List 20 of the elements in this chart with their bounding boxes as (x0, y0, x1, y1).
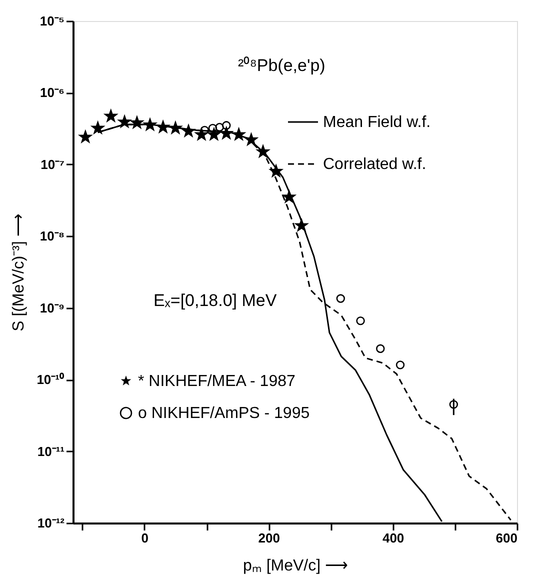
y-tick-label: 10⁻¹⁰ (36, 372, 64, 388)
y-tick-label: 10⁻¹¹ (37, 444, 64, 459)
legend-label: Mean Field w.f. (323, 114, 431, 131)
annotation: ²⁰⁸Pb(e,e'p) (238, 56, 326, 75)
y-tick-label: 10⁻¹² (37, 516, 66, 530)
legend-label: * NIKHEF/MEA - 1987 (138, 373, 296, 390)
y-tick-label: 10⁻⁶ (40, 85, 65, 100)
y-tick-label: 10⁻⁸ (40, 228, 64, 244)
y-tick-label: 10⁻⁷ (40, 156, 64, 172)
x-tick-label: 0 (141, 530, 149, 546)
x-tick-label: 400 (382, 530, 404, 546)
legend-label: o NIKHEF/AmPS - 1995 (138, 405, 310, 422)
y-axis-title: S [(MeV/c)⁻³] ⟶ (10, 214, 28, 332)
x-tick-label: 200 (258, 530, 280, 546)
annotation: Eₓ=[0,18.0] MeV (153, 291, 278, 310)
y-tick-label: 10⁻⁵ (40, 14, 64, 28)
x-tick-label: 600 (496, 530, 518, 546)
x-axis-title: pₘ [MeV/c] ⟶ (242, 558, 348, 574)
y-tick-label: 10⁻⁹ (40, 300, 64, 316)
legend-label: Correlated w.f. (323, 156, 426, 173)
